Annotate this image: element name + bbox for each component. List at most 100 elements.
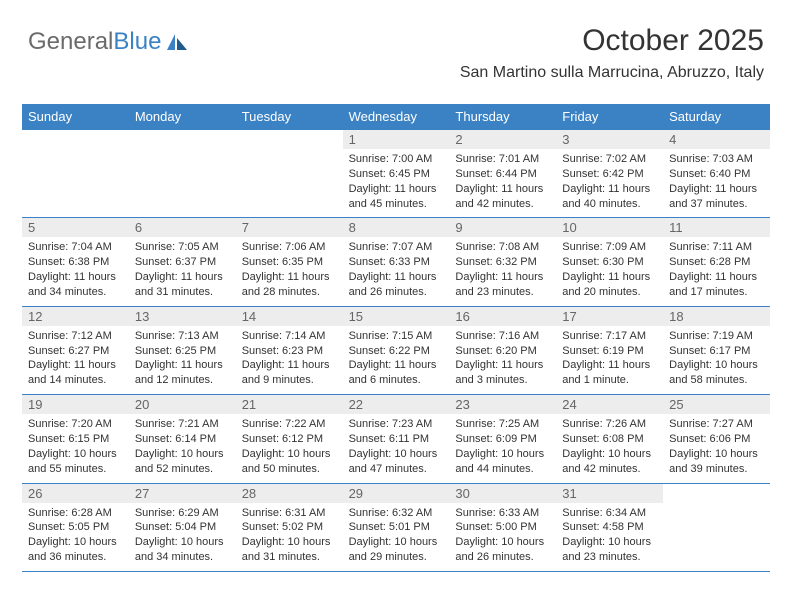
- day-body: Sunrise: 6:28 AMSunset: 5:05 PMDaylight:…: [22, 503, 129, 571]
- sunset-line: Sunset: 6:12 PM: [242, 432, 337, 447]
- sunrise-line: Sunrise: 7:07 AM: [349, 240, 444, 255]
- calendar-cell: 4Sunrise: 7:03 AMSunset: 6:40 PMDaylight…: [663, 129, 770, 217]
- sunset-line: Sunset: 6:38 PM: [28, 255, 123, 270]
- day-body: Sunrise: 7:17 AMSunset: 6:19 PMDaylight:…: [556, 326, 663, 394]
- sunrise-line: Sunrise: 7:12 AM: [28, 329, 123, 344]
- sunrise-line: Sunrise: 7:05 AM: [135, 240, 230, 255]
- daylight-line: Daylight: 11 hours and 26 minutes.: [349, 270, 444, 300]
- sunset-line: Sunset: 6:11 PM: [349, 432, 444, 447]
- day-body: Sunrise: 6:33 AMSunset: 5:00 PMDaylight:…: [449, 503, 556, 571]
- calendar-cell: 8Sunrise: 7:07 AMSunset: 6:33 PMDaylight…: [343, 217, 450, 305]
- sunset-line: Sunset: 6:42 PM: [562, 167, 657, 182]
- title-block: October 2025 San Martino sulla Marrucina…: [460, 24, 764, 82]
- weekday-header: Wednesday: [343, 104, 450, 129]
- sunset-line: Sunset: 6:25 PM: [135, 344, 230, 359]
- day-body: Sunrise: 7:26 AMSunset: 6:08 PMDaylight:…: [556, 414, 663, 482]
- sunset-line: Sunset: 5:04 PM: [135, 520, 230, 535]
- sunrise-line: Sunrise: 7:04 AM: [28, 240, 123, 255]
- day-number: 28: [236, 484, 343, 503]
- day-body: Sunrise: 7:27 AMSunset: 6:06 PMDaylight:…: [663, 414, 770, 482]
- day-number: 15: [343, 307, 450, 326]
- day-number: 24: [556, 395, 663, 414]
- day-body: Sunrise: 7:19 AMSunset: 6:17 PMDaylight:…: [663, 326, 770, 394]
- sunrise-line: Sunrise: 7:06 AM: [242, 240, 337, 255]
- day-body: Sunrise: 7:02 AMSunset: 6:42 PMDaylight:…: [556, 149, 663, 217]
- daylight-line: Daylight: 10 hours and 50 minutes.: [242, 447, 337, 477]
- day-body: Sunrise: 7:11 AMSunset: 6:28 PMDaylight:…: [663, 237, 770, 305]
- day-body: Sunrise: 7:20 AMSunset: 6:15 PMDaylight:…: [22, 414, 129, 482]
- day-body: Sunrise: 7:03 AMSunset: 6:40 PMDaylight:…: [663, 149, 770, 217]
- day-body: Sunrise: 7:21 AMSunset: 6:14 PMDaylight:…: [129, 414, 236, 482]
- day-number: 22: [343, 395, 450, 414]
- calendar-cell: 21Sunrise: 7:22 AMSunset: 6:12 PMDayligh…: [236, 394, 343, 482]
- sunrise-line: Sunrise: 6:33 AM: [455, 506, 550, 521]
- day-body: Sunrise: 7:25 AMSunset: 6:09 PMDaylight:…: [449, 414, 556, 482]
- sunrise-line: Sunrise: 7:23 AM: [349, 417, 444, 432]
- sunrise-line: Sunrise: 7:25 AM: [455, 417, 550, 432]
- calendar-cell: 22 Sunrise: 7:23 AMSunset: 6:11 PMDayligh…: [343, 394, 450, 482]
- sunrise-line: Sunrise: 7:20 AM: [28, 417, 123, 432]
- sunset-line: Sunset: 6:40 PM: [669, 167, 764, 182]
- day-number: 20: [129, 395, 236, 414]
- day-body: Sunrise: 6:31 AMSunset: 5:02 PMDaylight:…: [236, 503, 343, 571]
- calendar-cell: 7Sunrise: 7:06 AMSunset: 6:35 PMDaylight…: [236, 217, 343, 305]
- sunset-line: Sunset: 6:45 PM: [349, 167, 444, 182]
- weekday-header: Tuesday: [236, 104, 343, 129]
- sunrise-line: Sunrise: 7:08 AM: [455, 240, 550, 255]
- daylight-line: Daylight: 11 hours and 34 minutes.: [28, 270, 123, 300]
- day-number: 25: [663, 395, 770, 414]
- calendar-cell: 14Sunrise: 7:14 AMSunset: 6:23 PMDayligh…: [236, 306, 343, 394]
- day-body: Sunrise: 7:07 AMSunset: 6:33 PMDaylight:…: [343, 237, 450, 305]
- day-body: Sunrise: 7:06 AMSunset: 6:35 PMDaylight:…: [236, 237, 343, 305]
- weekday-header: Saturday: [663, 104, 770, 129]
- sunset-line: Sunset: 6:08 PM: [562, 432, 657, 447]
- day-number: 14: [236, 307, 343, 326]
- day-body: Sunrise: 7:08 AMSunset: 6:32 PMDaylight:…: [449, 237, 556, 305]
- sunrise-line: Sunrise: 7:00 AM: [349, 152, 444, 167]
- daylight-line: Daylight: 11 hours and 37 minutes.: [669, 182, 764, 212]
- sunrise-line: Sunrise: 7:01 AM: [455, 152, 550, 167]
- calendar-cell: 12Sunrise: 7:12 AMSunset: 6:27 PMDayligh…: [22, 306, 129, 394]
- day-number: 29: [343, 484, 450, 503]
- sunrise-line: Sunrise: 7:19 AM: [669, 329, 764, 344]
- day-number: 7: [236, 218, 343, 237]
- daylight-line: Daylight: 11 hours and 45 minutes.: [349, 182, 444, 212]
- sunrise-line: Sunrise: 7:15 AM: [349, 329, 444, 344]
- calendar-bottom-rule: [22, 571, 770, 572]
- sunrise-line: Sunrise: 7:22 AM: [242, 417, 337, 432]
- daylight-line: Daylight: 10 hours and 47 minutes.: [349, 447, 444, 477]
- calendar-cell: 9Sunrise: 7:08 AMSunset: 6:32 PMDaylight…: [449, 217, 556, 305]
- calendar-cell-blank: [236, 129, 343, 217]
- daylight-line: Daylight: 11 hours and 14 minutes.: [28, 358, 123, 388]
- sunset-line: Sunset: 6:33 PM: [349, 255, 444, 270]
- day-body: Sunrise: 7:00 AMSunset: 6:45 PMDaylight:…: [343, 149, 450, 217]
- day-body: Sunrise: 6:32 AMSunset: 5:01 PMDaylight:…: [343, 503, 450, 571]
- logo-sail-icon: [165, 32, 189, 52]
- sunset-line: Sunset: 5:02 PM: [242, 520, 337, 535]
- day-number: 13: [129, 307, 236, 326]
- sunrise-line: Sunrise: 7:13 AM: [135, 329, 230, 344]
- weekday-header: Thursday: [449, 104, 556, 129]
- logo-text-blue: Blue: [113, 28, 161, 56]
- sunset-line: Sunset: 6:35 PM: [242, 255, 337, 270]
- sunrise-line: Sunrise: 7:03 AM: [669, 152, 764, 167]
- daylight-line: Daylight: 10 hours and 42 minutes.: [562, 447, 657, 477]
- sunrise-line: Sunrise: 7:11 AM: [669, 240, 764, 255]
- sunrise-line: Sunrise: 7:09 AM: [562, 240, 657, 255]
- day-body: Sunrise: 7:12 AMSunset: 6:27 PMDaylight:…: [22, 326, 129, 394]
- sunset-line: Sunset: 4:58 PM: [562, 520, 657, 535]
- day-body: Sunrise: 7:14 AMSunset: 6:23 PMDaylight:…: [236, 326, 343, 394]
- sunrise-line: Sunrise: 7:14 AM: [242, 329, 337, 344]
- calendar-cell: 11Sunrise: 7:11 AMSunset: 6:28 PMDayligh…: [663, 217, 770, 305]
- calendar-grid: SundayMondayTuesdayWednesdayThursdayFrid…: [22, 104, 770, 572]
- day-body: Sunrise: 7:01 AMSunset: 6:44 PMDaylight:…: [449, 149, 556, 217]
- daylight-line: Daylight: 10 hours and 29 minutes.: [349, 535, 444, 565]
- calendar-cell: 29Sunrise: 6:32 AMSunset: 5:01 PMDayligh…: [343, 483, 450, 571]
- daylight-line: Daylight: 10 hours and 26 minutes.: [455, 535, 550, 565]
- day-number: 26: [22, 484, 129, 503]
- sunset-line: Sunset: 6:20 PM: [455, 344, 550, 359]
- calendar-cell: 30Sunrise: 6:33 AMSunset: 5:00 PMDayligh…: [449, 483, 556, 571]
- page-title: October 2025: [460, 24, 764, 58]
- day-number: 30: [449, 484, 556, 503]
- day-body: Sunrise: 7:22 AMSunset: 6:12 PMDaylight:…: [236, 414, 343, 482]
